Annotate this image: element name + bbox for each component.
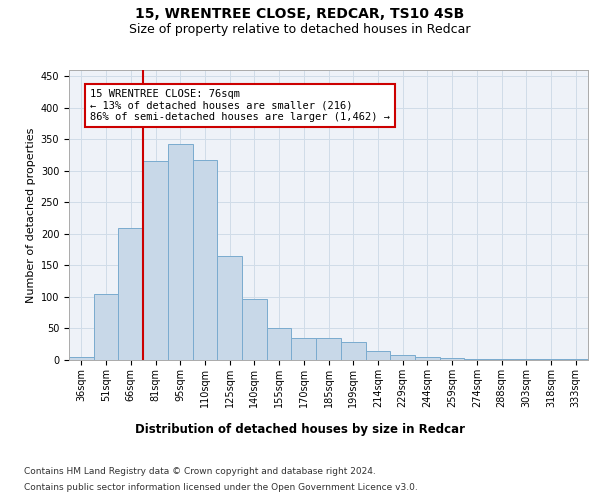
Text: 15 WRENTREE CLOSE: 76sqm
← 13% of detached houses are smaller (216)
86% of semi-: 15 WRENTREE CLOSE: 76sqm ← 13% of detach… — [90, 89, 390, 122]
Bar — [242, 300, 267, 360]
Bar — [390, 355, 415, 360]
Text: Contains public sector information licensed under the Open Government Licence v3: Contains public sector information licen… — [24, 482, 418, 492]
Bar — [464, 358, 489, 360]
Bar — [267, 328, 292, 360]
Bar — [365, 350, 390, 360]
Bar — [415, 357, 440, 360]
Bar — [292, 338, 316, 360]
Bar — [168, 144, 193, 360]
Bar — [193, 160, 217, 360]
Bar — [143, 162, 168, 360]
Bar — [69, 357, 94, 360]
Bar — [118, 228, 143, 360]
Bar — [217, 256, 242, 360]
Bar — [341, 342, 365, 360]
Y-axis label: Number of detached properties: Number of detached properties — [26, 128, 37, 302]
Bar — [94, 294, 118, 360]
Text: 15, WRENTREE CLOSE, REDCAR, TS10 4SB: 15, WRENTREE CLOSE, REDCAR, TS10 4SB — [136, 8, 464, 22]
Text: Size of property relative to detached houses in Redcar: Size of property relative to detached ho… — [129, 22, 471, 36]
Text: Distribution of detached houses by size in Redcar: Distribution of detached houses by size … — [135, 422, 465, 436]
Text: Contains HM Land Registry data © Crown copyright and database right 2024.: Contains HM Land Registry data © Crown c… — [24, 468, 376, 476]
Bar — [316, 338, 341, 360]
Bar — [440, 358, 464, 360]
